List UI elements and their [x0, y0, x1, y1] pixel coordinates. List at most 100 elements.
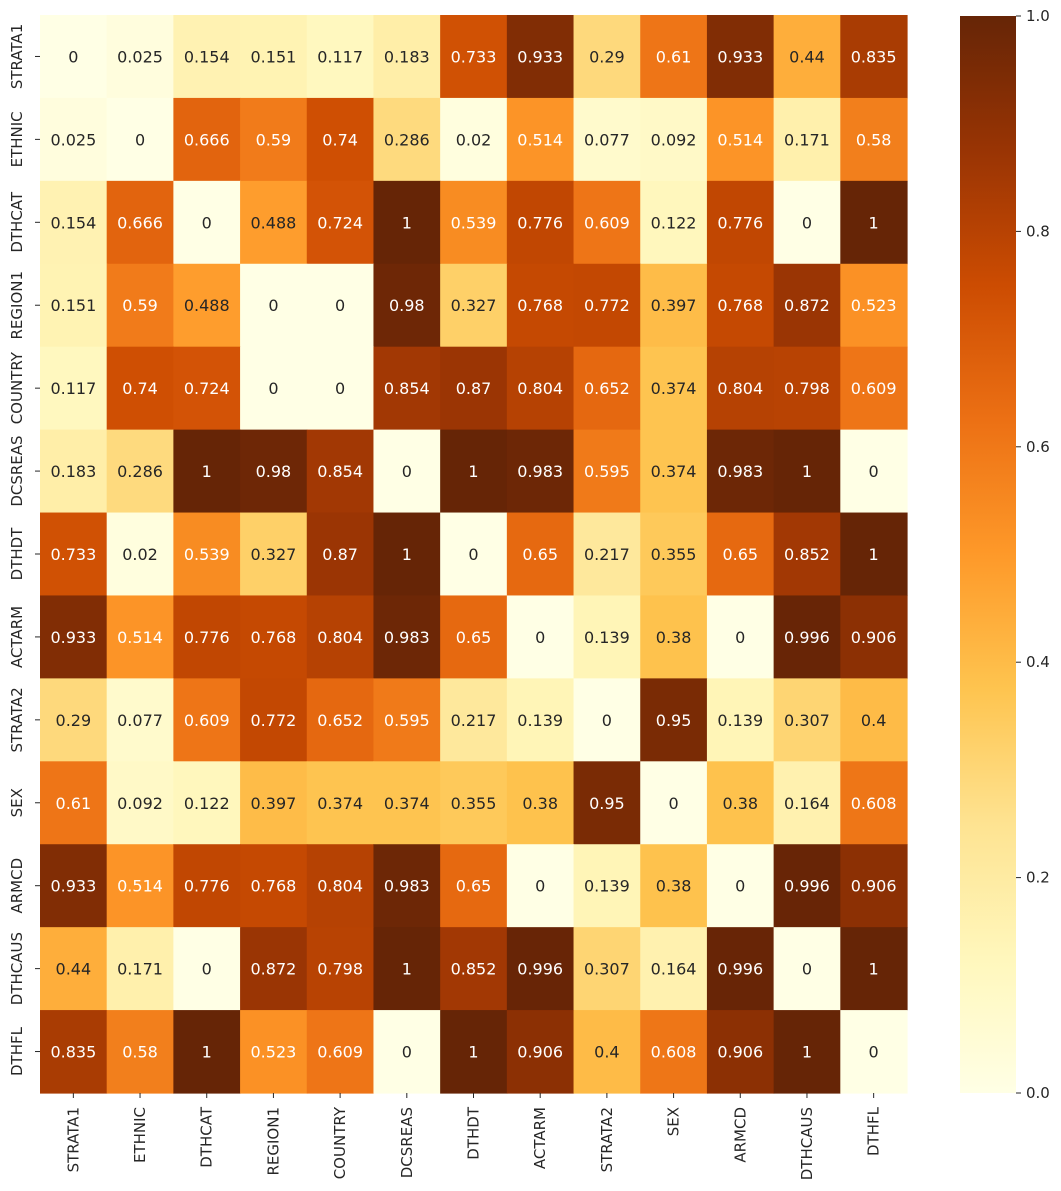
cell-value-label: 0.98	[389, 296, 425, 315]
heatmap-cell	[306, 678, 375, 762]
heatmap-cell	[440, 761, 508, 845]
heatmap-cell	[506, 429, 575, 514]
heatmap-cell	[440, 927, 508, 1011]
cell-value-label: 0.87	[456, 379, 492, 398]
cell-value-label: 0.835	[851, 47, 897, 66]
cell-value-label: 0.154	[50, 213, 96, 232]
cell-value-label: 0.65	[456, 877, 492, 896]
heatmap-cell	[40, 595, 108, 679]
heatmap-cell	[173, 927, 241, 1011]
cell-value-label: 0.768	[251, 628, 297, 647]
heatmap-cell	[173, 429, 241, 514]
heatmap-cell	[306, 180, 375, 265]
cell-value-label: 0.092	[651, 130, 697, 149]
heatmap-cell	[106, 180, 174, 265]
heatmap-cell	[640, 512, 708, 597]
cell-value-label: 0.151	[251, 47, 297, 66]
cell-value-label: 0.872	[251, 960, 297, 979]
heatmap-cell	[40, 429, 108, 514]
heatmap-cell	[373, 263, 441, 348]
heatmap-cell	[373, 97, 441, 182]
heatmap-cell	[573, 97, 641, 182]
heatmap-cell	[106, 346, 174, 431]
cell-value-label: 0.87	[322, 545, 358, 564]
cell-value-label: 0	[268, 296, 278, 315]
cell-value-label: 0.804	[317, 628, 363, 647]
cell-value-label: 1	[468, 1043, 478, 1062]
heatmap-cell	[173, 678, 241, 762]
heatmap-cell	[440, 15, 508, 99]
cell-value-label: 0.397	[651, 296, 697, 315]
cell-value-label: 0.854	[384, 379, 430, 398]
heatmap-cell	[840, 1010, 908, 1094]
heatmap-cell	[640, 263, 708, 348]
heatmap-cell	[106, 97, 174, 182]
cell-value-label: 0.768	[717, 296, 763, 315]
cell-value-label: 0.59	[256, 130, 292, 149]
heatmap-cell	[706, 678, 775, 762]
heatmap-cell	[573, 678, 641, 762]
heatmap-cell	[840, 97, 908, 182]
cell-value-label: 0.171	[117, 960, 163, 979]
heatmap-cell	[706, 346, 775, 431]
heatmap-cell	[773, 678, 841, 762]
x-tick-label: DTHCAT	[198, 1106, 216, 1168]
heatmap-cell	[706, 927, 775, 1011]
cell-value-label: 0.733	[50, 545, 96, 564]
cell-value-label: 0.307	[584, 960, 630, 979]
y-tick-label: DTHCAT	[8, 191, 26, 253]
cell-value-labels: 0 0.025 0.154 0.151 0.117 0.183 0.733 0.933 0.29…	[50, 47, 896, 1061]
cell-value-label: 0	[402, 1043, 412, 1062]
cell-value-label: 0.539	[451, 213, 497, 232]
cell-value-label: 0.29	[589, 47, 625, 66]
cell-value-label: 1	[402, 960, 412, 979]
cell-value-label: 0.776	[717, 213, 763, 232]
cell-value-label: 0	[202, 960, 212, 979]
heatmap-cell	[373, 15, 441, 99]
heatmap-cell	[306, 346, 375, 431]
x-tick-label: STRATA1	[64, 1107, 82, 1172]
heatmap-cell	[706, 263, 775, 348]
heatmap-cell	[440, 97, 508, 182]
heatmap-cell	[40, 512, 108, 597]
cell-value-label: 1	[869, 960, 879, 979]
heatmap-cell	[506, 1010, 575, 1094]
y-axis-ticks: STRATA1 ETHNIC DTHCAT REGION1 COUNTRY DCSREAS…	[8, 24, 40, 1076]
heatmap-cell	[240, 15, 308, 99]
cell-value-label: 0.139	[717, 711, 763, 730]
cell-value-label: 0.514	[117, 628, 163, 647]
heatmap-cell	[573, 761, 641, 845]
heatmap-cell	[173, 97, 241, 182]
heatmap-cell	[440, 263, 508, 348]
cell-value-label: 0.117	[50, 379, 96, 398]
heatmap-cell	[773, 97, 841, 182]
cell-value-label: 0.768	[251, 877, 297, 896]
cell-value-label: 0.374	[317, 794, 363, 813]
cell-value-label: 0.38	[656, 628, 692, 647]
cell-value-label: 0.217	[584, 545, 630, 564]
x-tick-label: STRATA2	[598, 1107, 616, 1172]
heatmap-cell	[240, 595, 308, 679]
heatmap-cell	[840, 429, 908, 514]
heatmap-cell	[506, 844, 575, 928]
cell-value-label: 0.523	[251, 1043, 297, 1062]
heatmap-cell	[106, 429, 174, 514]
cell-value-label: 0.74	[122, 379, 158, 398]
cell-value-label: 0.609	[584, 213, 630, 232]
heatmap-cell	[840, 595, 908, 679]
cell-value-label: 0.996	[784, 877, 830, 896]
cell-value-label: 0.122	[651, 213, 697, 232]
cell-value-label: 0.872	[784, 296, 830, 315]
heatmap-cell	[173, 15, 241, 99]
y-tick-label: STRATA1	[8, 24, 26, 89]
heatmap-cell	[706, 761, 775, 845]
heatmap-cell	[106, 761, 174, 845]
cell-value-label: 0.38	[656, 877, 692, 896]
heatmap-cell	[640, 346, 708, 431]
cell-value-label: 0.355	[651, 545, 697, 564]
cell-value-label: 0.44	[56, 960, 92, 979]
x-axis-ticks: STRATA1 ETHNIC DTHCAT REGION1 COUNTRY DCSREAS…	[64, 1093, 883, 1180]
heatmap-cell	[40, 1010, 108, 1094]
y-tick-label: ARMCD	[8, 858, 26, 914]
cell-value-label: 0.983	[717, 462, 763, 481]
